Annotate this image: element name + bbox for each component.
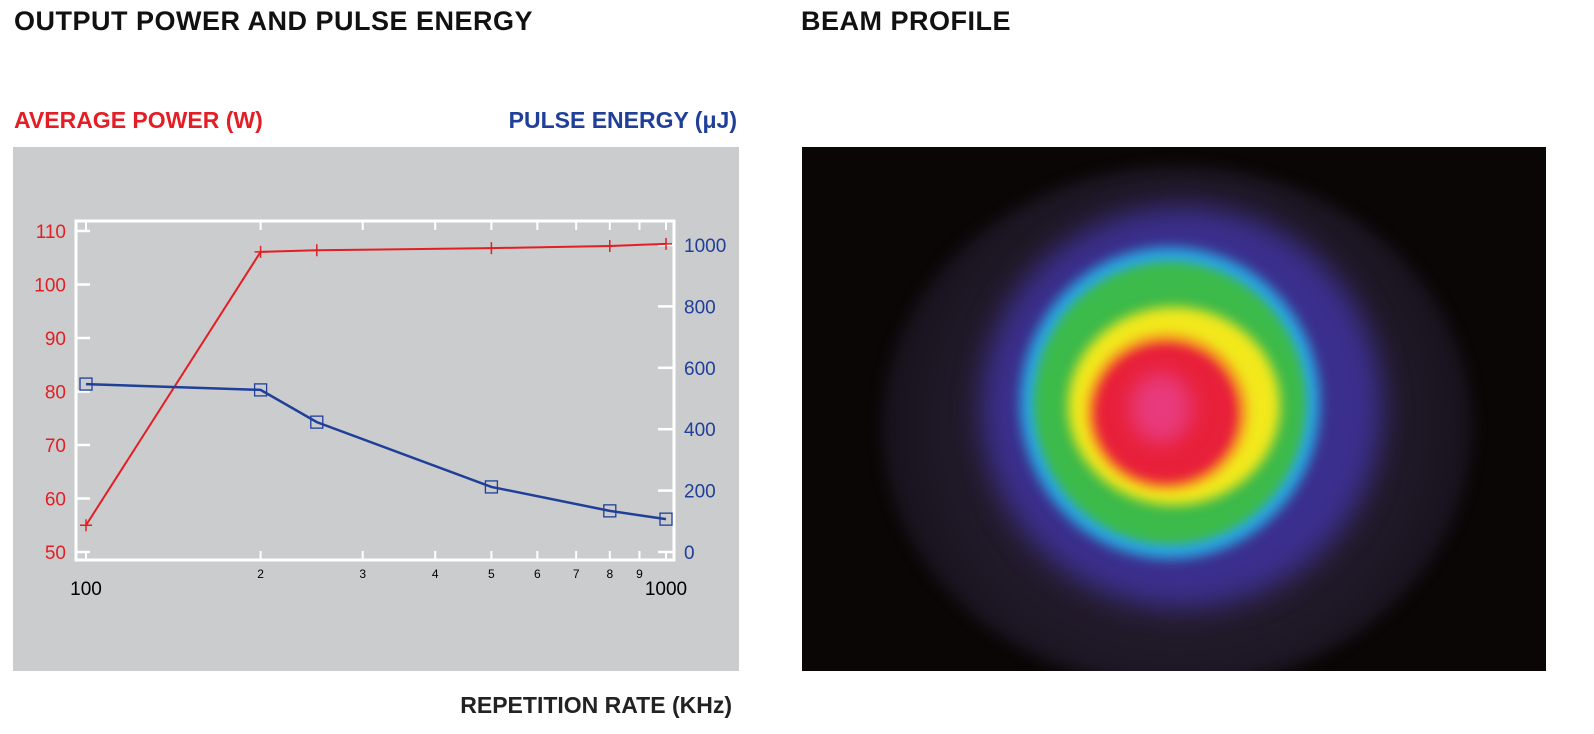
y-right-tick-label: 0 (684, 543, 695, 564)
x-tick-label: 5 (488, 567, 495, 581)
power-point (310, 244, 323, 257)
y-right-tick-label: 600 (684, 359, 716, 380)
chart-panel: 100 2 3 4 5 6 7 8 9 1000 50 60 70 80 90 100 110 0 200 400 60… (13, 147, 739, 671)
x-axis-label: REPETITION RATE (KHz) (460, 692, 732, 718)
x-tick-label: 9 (636, 567, 643, 581)
x-tick-label: 4 (432, 567, 439, 581)
energy-point (253, 383, 268, 397)
power-point (485, 242, 498, 255)
x-tick-label: 1000 (645, 579, 687, 600)
y-left-tick-label: 50 (45, 543, 66, 564)
power-point (254, 245, 267, 258)
power-point (660, 237, 672, 250)
y-left-label: AVERAGE POWER (W) (14, 107, 263, 133)
energy-point (603, 504, 617, 518)
x-tick-label: 6 (534, 567, 541, 581)
y-left-tick-label: 70 (45, 436, 66, 457)
y-right-tick-label: 1000 (684, 236, 726, 257)
y-left-tick-label: 100 (34, 276, 66, 297)
series-line-left (85, 242, 667, 526)
plot-frame (74, 219, 676, 562)
beam-profile-image (802, 147, 1546, 671)
y-left-tick-label: 80 (45, 383, 66, 404)
power-point (603, 239, 616, 252)
right-title: BEAM PROFILE (801, 6, 1012, 36)
x-tick-label: 3 (359, 567, 366, 581)
y-left-tick-label: 60 (45, 490, 66, 511)
left-title: OUTPUT POWER AND PULSE ENERGY (14, 6, 534, 36)
x-tick-label: 2 (257, 567, 264, 581)
y-right-tick-label: 400 (684, 420, 716, 441)
series-line-right (85, 382, 667, 521)
y-right-tick-label: 800 (684, 297, 716, 318)
power-point (80, 519, 92, 532)
y-left-tick-label: 110 (36, 222, 66, 243)
energy-point (79, 377, 93, 391)
x-tick-label: 8 (606, 567, 613, 581)
energy-point (484, 480, 499, 494)
energy-point (659, 512, 673, 526)
x-tick-label: 7 (573, 567, 580, 581)
y-right-tick-label: 200 (684, 482, 716, 503)
y-right-label: PULSE ENERGY (μJ) (508, 107, 737, 133)
y-left-tick-label: 90 (45, 329, 66, 350)
energy-point (310, 415, 324, 429)
x-tick-label: 100 (70, 579, 102, 600)
